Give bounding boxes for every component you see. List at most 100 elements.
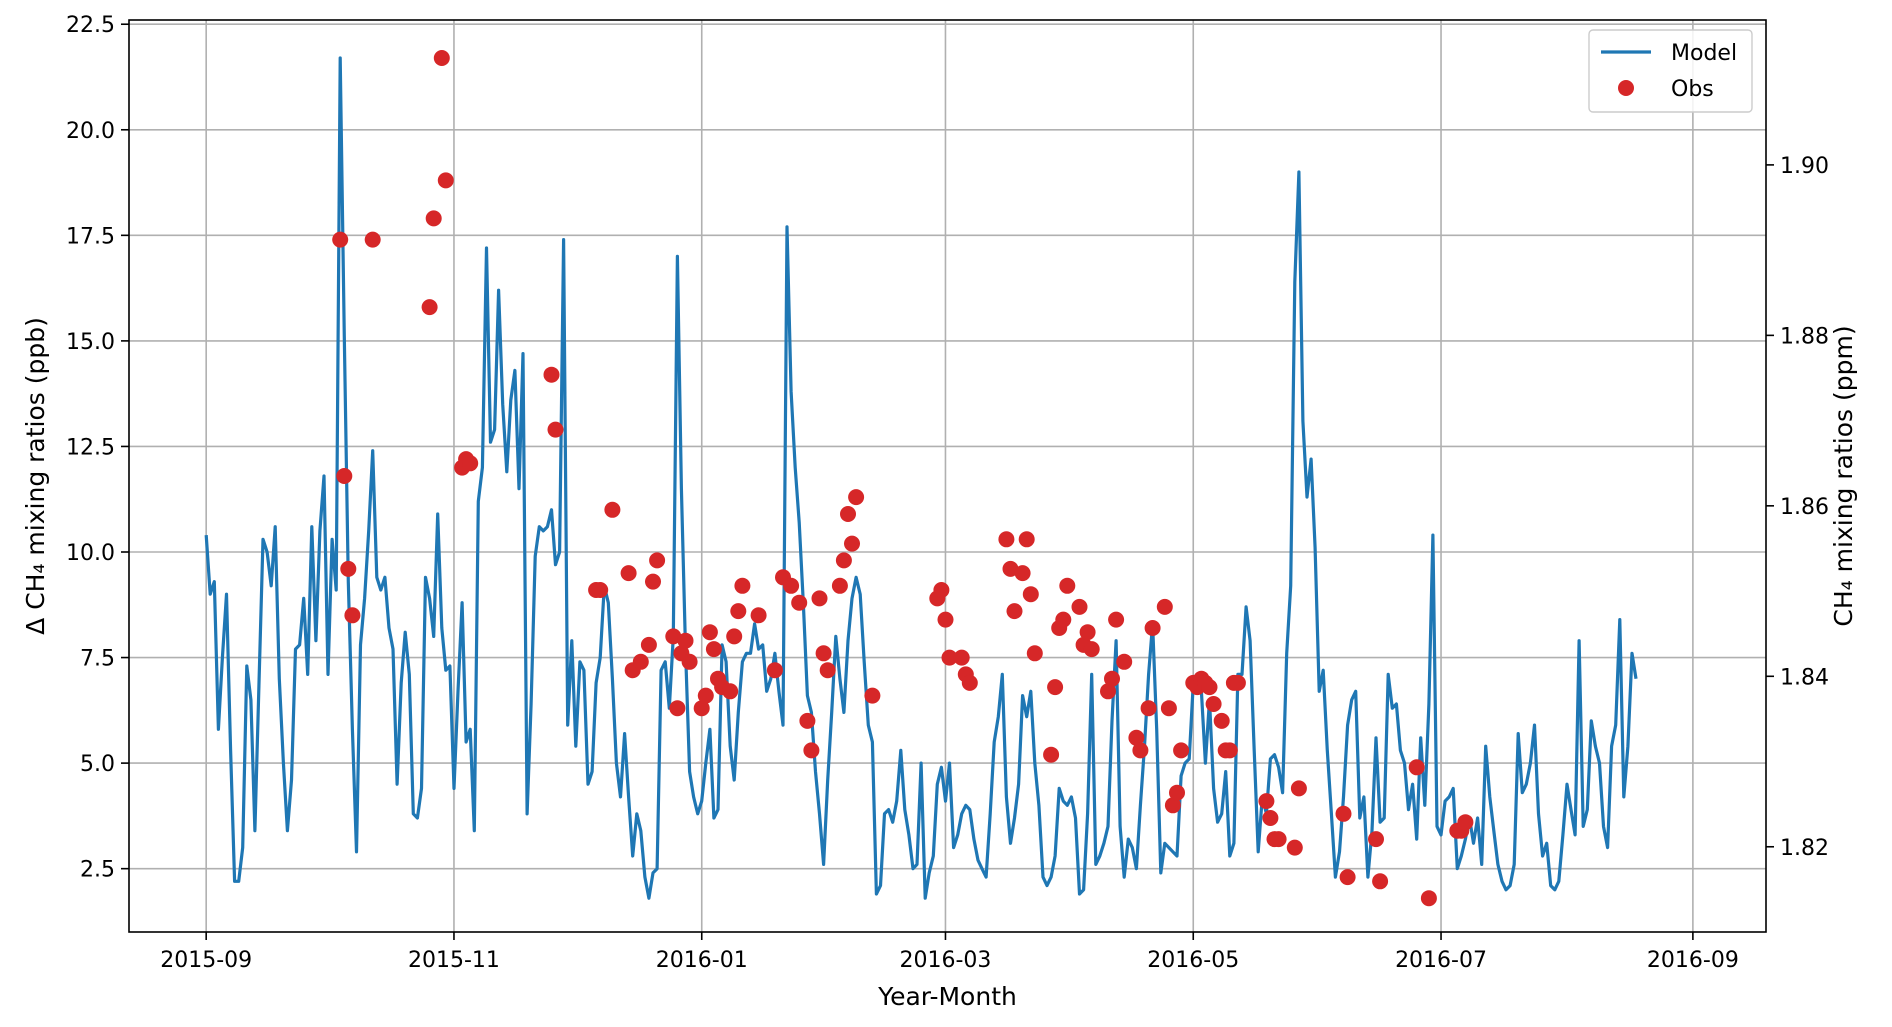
obs-point [1164, 797, 1181, 814]
obs-point [1335, 805, 1352, 822]
obs-point [1270, 831, 1287, 848]
obs-point [433, 50, 450, 66]
obs-point [1156, 598, 1173, 615]
obs-point [1258, 793, 1275, 810]
obs-point [1047, 679, 1064, 696]
obs-point [677, 632, 694, 649]
obs-point [831, 577, 848, 594]
obs-point [1213, 712, 1230, 729]
y-axis-left-label: Δ CH₄ mixing ratios (ppb) [21, 317, 50, 635]
obs-point [1100, 683, 1116, 700]
x-tick-label: 2015-09 [160, 948, 252, 973]
obs-point [1420, 890, 1437, 907]
obs-point [791, 594, 808, 611]
obs-point [1014, 565, 1031, 582]
obs-point [835, 552, 852, 569]
obs-point [669, 700, 686, 717]
obs-point [1116, 653, 1133, 670]
obs-point [344, 607, 361, 624]
y-left-tick-label: 10.0 [66, 541, 115, 566]
y-left-tick-label: 17.5 [66, 224, 115, 249]
obs-point [1018, 531, 1035, 548]
obs-point [1108, 611, 1125, 628]
obs-point [1002, 560, 1019, 577]
x-tick-label: 2015-11 [408, 948, 500, 973]
obs-point [1144, 620, 1161, 636]
obs-point [815, 645, 832, 662]
plot-area [204, 50, 1638, 907]
obs-point [364, 231, 381, 248]
obs-point [665, 628, 682, 645]
obs-point [701, 624, 718, 641]
obs-point [693, 700, 710, 717]
obs-point [1173, 742, 1190, 759]
obs-point [1006, 603, 1023, 620]
obs-point [1201, 679, 1218, 696]
y-left-tick-label: 12.5 [66, 435, 115, 460]
obs-point [1408, 759, 1425, 776]
obs-point [933, 582, 950, 598]
obs-point [941, 649, 958, 666]
legend-model-label: Model [1671, 41, 1737, 66]
obs-point [803, 742, 820, 759]
obs-point [332, 231, 349, 248]
obs-point [1262, 810, 1279, 826]
obs-point [953, 649, 970, 666]
y-left-tick-label: 5.0 [80, 752, 115, 777]
obs-point [783, 577, 800, 594]
obs-point [1043, 746, 1060, 763]
obs-point [421, 299, 438, 316]
obs-point [543, 366, 560, 383]
obs-point [766, 662, 783, 679]
obs-point [730, 603, 747, 620]
y-left-tick-label: 15.0 [66, 330, 115, 355]
obs-point [726, 628, 743, 645]
y-left-tick-label: 7.5 [80, 647, 115, 672]
obs-point [1286, 839, 1303, 856]
obs-point [1022, 586, 1039, 603]
obs-point [425, 210, 442, 227]
obs-point [604, 501, 621, 518]
y-axis-left: 2.5 5.0 7.5 10.0 12.5 15.0 17.5 20.0 22.5 [66, 13, 129, 883]
obs-point [1083, 641, 1100, 658]
obs-point [937, 611, 954, 628]
x-tick-label: 2016-09 [1647, 948, 1739, 973]
y-right-tick-label: 1.86 [1780, 495, 1829, 520]
obs-point [649, 552, 666, 569]
obs-point [681, 653, 698, 670]
obs-point [1128, 729, 1145, 746]
obs-point [840, 506, 856, 522]
obs-points [332, 50, 1474, 907]
obs-point [848, 489, 865, 506]
obs-point [632, 653, 649, 670]
y-axis-right-label: CH₄ mixing ratios (ppm) [1829, 325, 1858, 626]
obs-point [961, 674, 978, 691]
obs-point [1372, 873, 1389, 890]
y-axis-right: 1.82 1.84 1.86 1.88 1.90 [1766, 154, 1829, 861]
y-right-tick-label: 1.82 [1780, 836, 1829, 861]
obs-point [750, 607, 767, 624]
obs-point [1205, 696, 1222, 712]
y-left-tick-label: 20.0 [66, 119, 115, 144]
obs-point [811, 590, 828, 607]
obs-point [1079, 624, 1096, 641]
grid [129, 20, 1766, 932]
obs-point [1221, 742, 1238, 759]
obs-point [1104, 670, 1120, 687]
obs-point [844, 535, 860, 552]
obs-point [1059, 577, 1076, 594]
obs-point [722, 683, 739, 700]
y-right-tick-label: 1.90 [1780, 154, 1829, 179]
y-right-tick-label: 1.84 [1780, 665, 1829, 690]
x-tick-label: 2016-07 [1395, 948, 1487, 973]
obs-point [437, 172, 454, 189]
obs-point [697, 687, 714, 704]
obs-point [1290, 780, 1307, 797]
obs-point [340, 560, 357, 577]
obs-point [1339, 869, 1356, 886]
legend-obs-swatch [1618, 80, 1634, 96]
obs-point [592, 582, 609, 598]
model-line [204, 56, 1638, 900]
obs-point [1368, 831, 1384, 848]
